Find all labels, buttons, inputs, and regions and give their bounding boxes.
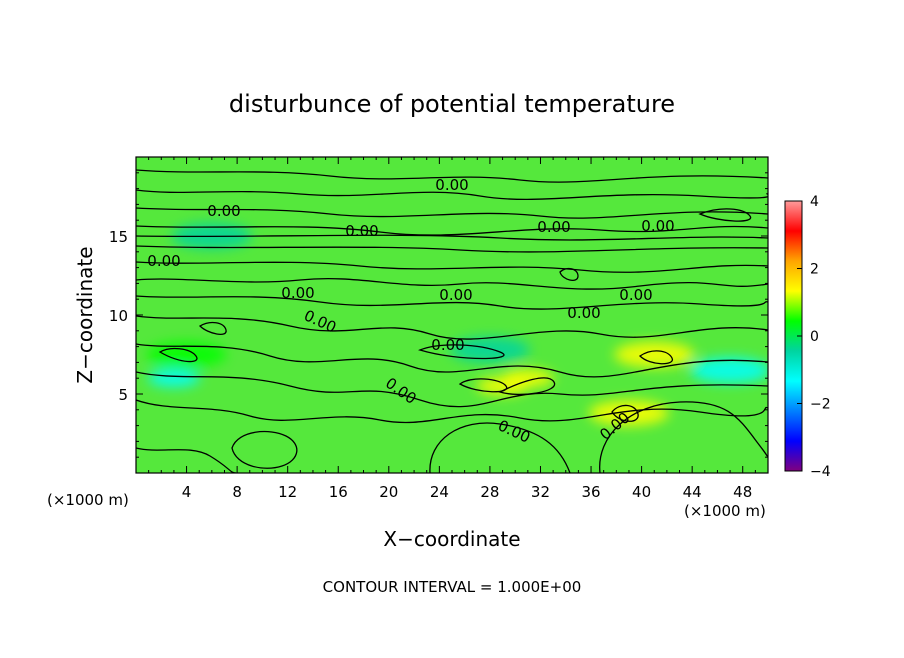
contour-label: 0.00 <box>537 218 570 236</box>
x-tick-label: 24 <box>430 483 449 501</box>
contour-line <box>136 295 768 310</box>
field-feature <box>449 336 530 363</box>
contour-label: 0.00 <box>431 336 464 354</box>
x-tick-label: 12 <box>278 483 297 501</box>
contour-line <box>458 378 508 393</box>
contour-line <box>136 315 768 340</box>
colorbar-tick-label: 0 <box>810 329 819 345</box>
colorbar-ticks: 4 2 0 −2 −4 <box>797 194 831 480</box>
plot-area: 0.00 0.00 0.00 0.00 0.00 0.00 0.00 0.00 0.00 0.00… <box>136 157 768 473</box>
contour-line <box>638 350 673 365</box>
x-tick-label: 36 <box>581 483 600 501</box>
contour-line <box>559 267 579 282</box>
contour-line <box>698 208 752 222</box>
contour-line <box>136 189 768 201</box>
contour-line <box>599 401 768 473</box>
contour-line <box>498 377 556 395</box>
contour-label: 0.00 <box>147 252 180 270</box>
x-tick-label: 4 <box>182 483 192 501</box>
field-feature <box>690 357 768 384</box>
x-axis: 4 8 12 16 20 24 28 32 36 40 44 48 <box>148 157 756 501</box>
x-tick-label: 16 <box>329 483 348 501</box>
x-tick-label: 8 <box>232 483 242 501</box>
contour-label: 0.00 <box>567 304 600 322</box>
x-tick-label: 20 <box>379 483 398 501</box>
x-tick-label: 40 <box>632 483 651 501</box>
contour-line <box>418 344 505 360</box>
field-feature <box>588 399 669 426</box>
colorbar-tick-label: 2 <box>810 262 819 278</box>
contour-label: 0.00 <box>345 222 378 240</box>
x-tick-label: 48 <box>733 483 752 501</box>
contour-line <box>136 371 768 408</box>
contour-line <box>136 343 768 378</box>
x-tick-label: 28 <box>480 483 499 501</box>
field-feature <box>147 369 200 388</box>
y-axis: 5 10 15 <box>109 172 768 458</box>
contour-line <box>136 169 768 183</box>
contour-label: 0.00 <box>207 202 240 220</box>
contour-label: 0.00 <box>439 286 472 304</box>
contour-interval-text: CONTOUR INTERVAL = 1.000E+00 <box>323 578 582 596</box>
y-tick-label: 5 <box>118 386 128 404</box>
contour-lines <box>136 169 768 473</box>
field-feature <box>501 369 554 388</box>
field-feature <box>146 341 227 368</box>
contour-line <box>231 430 298 469</box>
chart-title: disturbunce of potential temperature <box>229 90 675 118</box>
contour-label: 0.00 <box>641 217 674 235</box>
contour-line <box>136 399 768 424</box>
contour-line <box>136 225 768 236</box>
contour-line <box>136 277 768 290</box>
x-unit-left: (×1000 m) <box>47 491 129 509</box>
y-axis-label: Z−coordinate <box>73 246 97 383</box>
contour-line <box>611 404 639 422</box>
contour-line <box>136 234 768 241</box>
contour-line <box>136 447 237 473</box>
contour-label: 0.00 <box>435 176 468 194</box>
contour-line <box>158 347 198 363</box>
colorbar-tick-label: 4 <box>810 194 819 210</box>
contour-line <box>136 207 768 219</box>
colorbar-tick-label: −4 <box>810 464 831 480</box>
contour-line <box>198 321 227 336</box>
contour-line <box>136 245 768 253</box>
y-tick-label: 15 <box>109 228 128 246</box>
contour-label: 0.00 <box>281 284 314 302</box>
contour-line <box>429 422 571 473</box>
x-tick-label: 44 <box>683 483 702 501</box>
y-tick-label: 10 <box>109 307 128 325</box>
x-axis-label: X−coordinate <box>383 527 520 551</box>
contour-label: 0.00 <box>619 286 652 304</box>
x-tick-label: 32 <box>531 483 550 501</box>
colorbar: 4 2 0 −2 −4 <box>784 194 831 480</box>
field-feature <box>614 341 695 368</box>
colorbar-tick-label: −2 <box>810 397 831 413</box>
x-unit-right: (×1000 m) <box>684 502 766 520</box>
contour-line <box>136 261 768 273</box>
